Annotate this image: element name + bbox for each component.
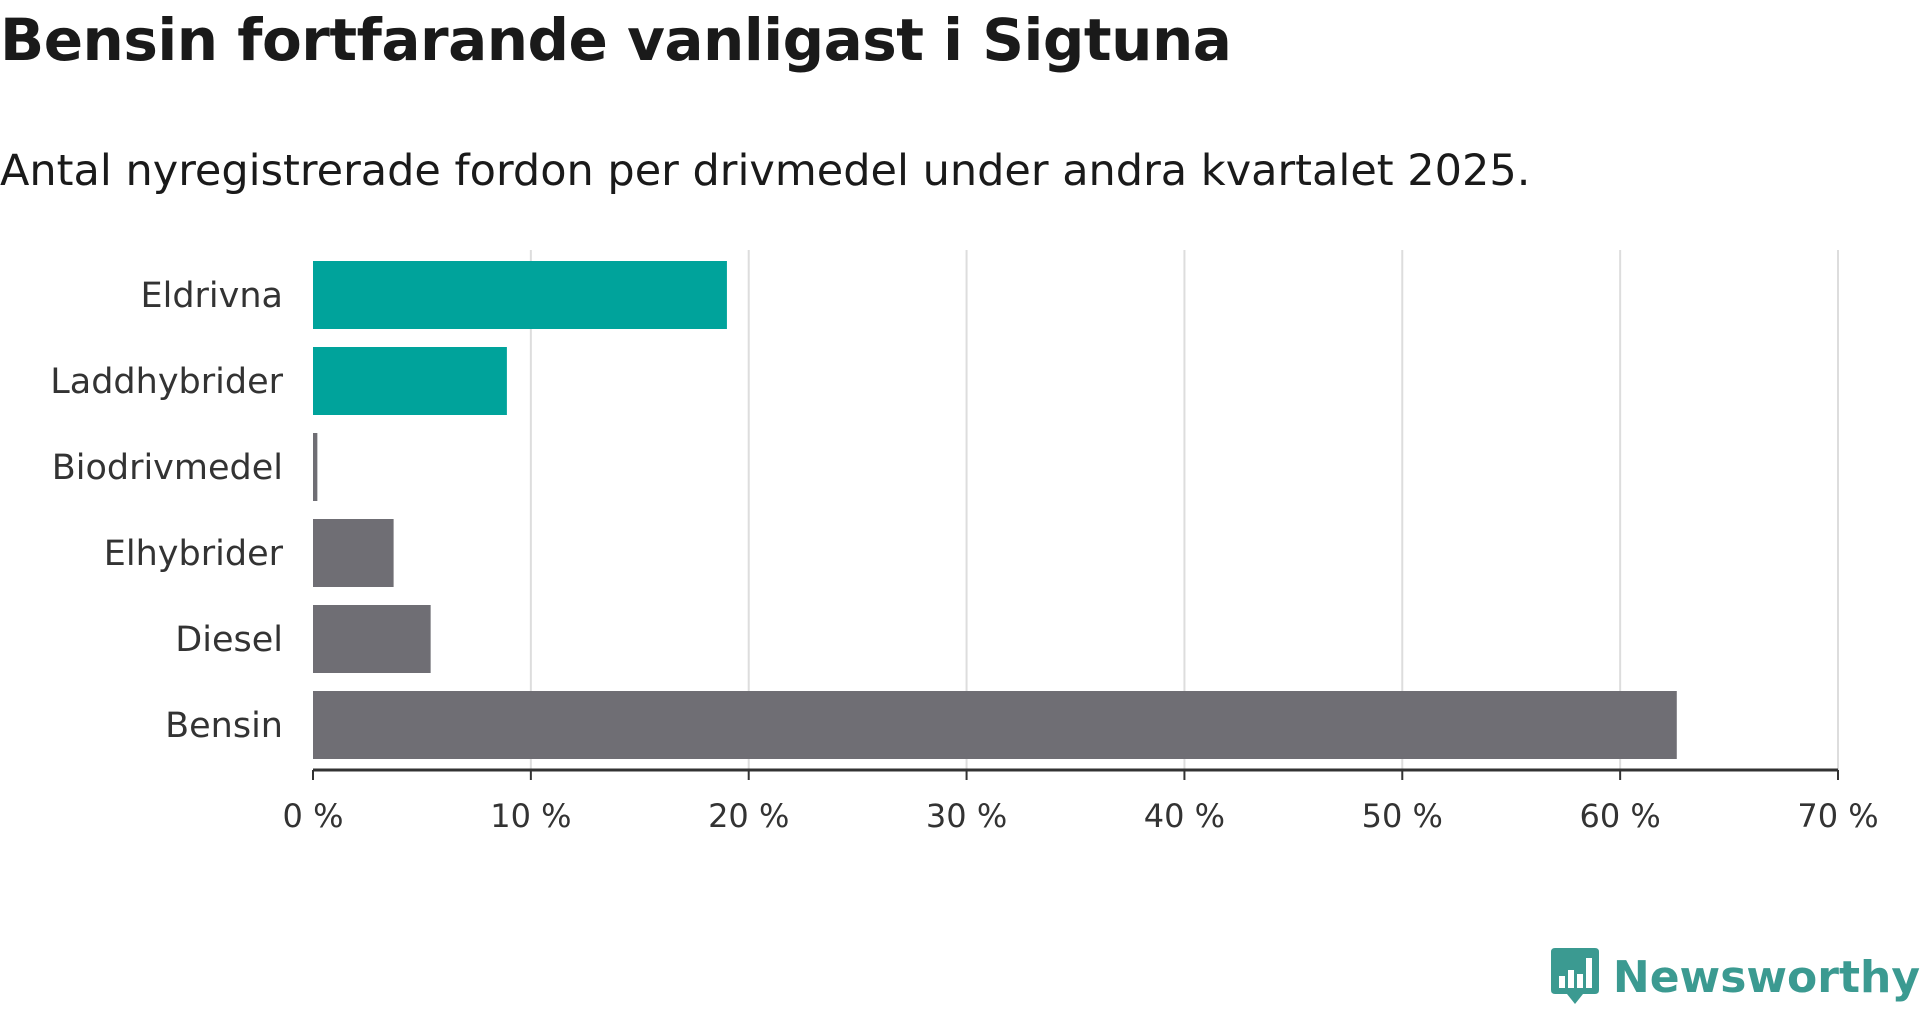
category-label: Laddhybrider — [50, 362, 283, 402]
grid-lines — [529, 250, 1839, 770]
bars — [313, 261, 1677, 759]
bar-chart-speech-bubble-icon — [1550, 948, 1599, 1004]
category-label: Bensin — [165, 706, 283, 746]
x-axis: 0 % 10 % 20 % 30 % 40 % 50 % 60 % 70 % — [283, 768, 1879, 835]
x-tick-label: 40 % — [1144, 797, 1225, 835]
x-tick-label: 60 % — [1579, 797, 1660, 835]
bar-bensin — [313, 691, 1677, 759]
bar-eldrivna — [313, 261, 727, 329]
bar-elhybrider — [313, 519, 394, 587]
category-labels: Eldrivna Laddhybrider Biodrivmedel Elhybrid… — [50, 276, 283, 746]
category-label: Elhybrider — [104, 534, 284, 574]
x-tick-label: 0 % — [283, 797, 344, 835]
category-label: Biodrivmedel — [52, 448, 283, 488]
x-tick-label: 10 % — [490, 797, 571, 835]
category-label: Eldrivna — [140, 276, 283, 316]
bar-biodrivmedel — [313, 433, 318, 501]
x-tick-label: 50 % — [1362, 797, 1443, 835]
bar-diesel — [313, 605, 431, 673]
bar-laddhybrider — [313, 347, 507, 415]
chart-subtitle: Antal nyregistrerade fordon per drivmede… — [0, 146, 1531, 196]
x-tick-label: 70 % — [1797, 797, 1878, 835]
x-tick-label: 20 % — [708, 797, 789, 835]
brand-logo: Newsworthy — [1549, 946, 1920, 1008]
category-label: Diesel — [175, 620, 283, 660]
chart-title: Bensin fortfarande vanligast i Sigtuna — [0, 6, 1232, 74]
brand-name: Newsworthy — [1612, 951, 1920, 1003]
x-tick-label: 30 % — [926, 797, 1007, 835]
